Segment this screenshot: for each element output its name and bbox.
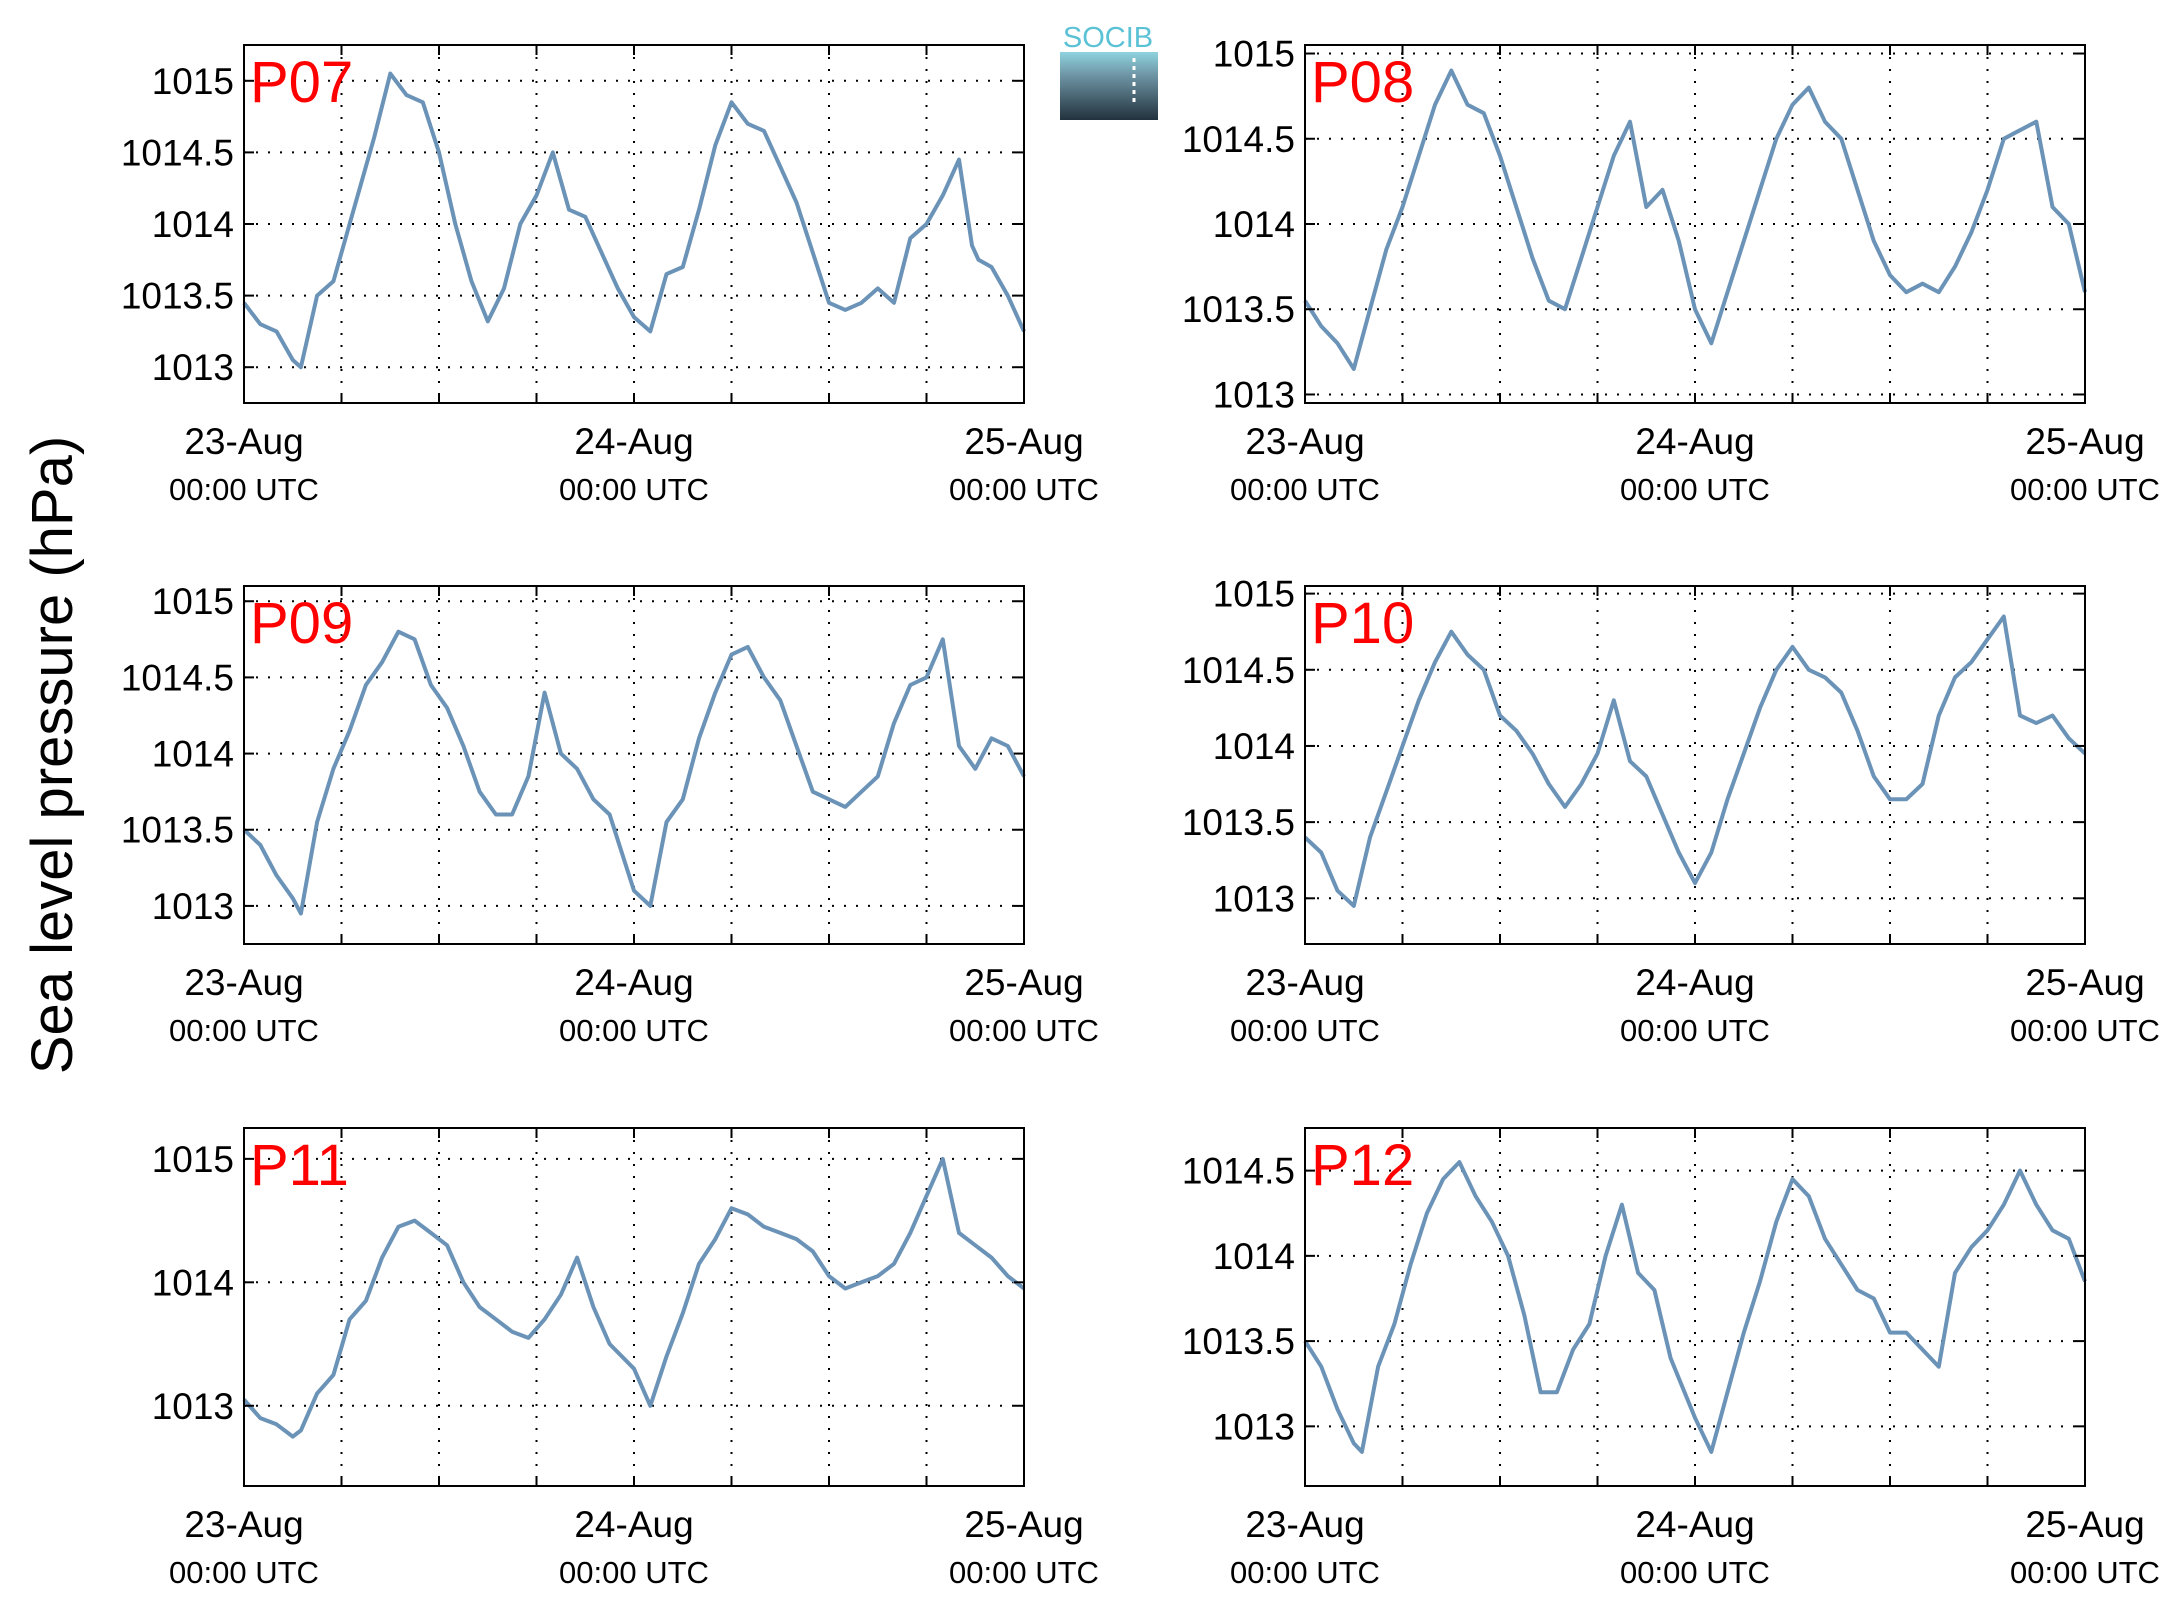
x-tick-time-label: 00:00 UTC	[1620, 472, 1770, 507]
panel-label: P07	[250, 50, 353, 115]
x-tick-date-label: 23-Aug	[1245, 421, 1364, 462]
y-tick-label: 1013	[152, 886, 234, 927]
x-tick-date-label: 25-Aug	[2025, 962, 2144, 1003]
y-tick-label: 1013.5	[1182, 802, 1295, 843]
x-tick-date-label: 24-Aug	[574, 962, 693, 1003]
y-axis-label: Sea level pressure (hPa)	[20, 436, 85, 1074]
x-tick-date-label: 24-Aug	[1635, 962, 1754, 1003]
x-tick-time-label: 00:00 UTC	[2010, 472, 2160, 507]
x-tick-date-label: 23-Aug	[184, 421, 303, 462]
y-tick-label: 1014.5	[121, 657, 234, 698]
panel-p12: 1013 1013.5 1014 1014.5 23-Aug 00:00 UTC 24-Au…	[1182, 1127, 2160, 1590]
x-tick-date-label: 23-Aug	[184, 1504, 303, 1545]
series-line	[1303, 68, 2087, 371]
y-tick-label: 1015	[152, 581, 234, 622]
x-tick-time-label: 00:00 UTC	[2010, 1555, 2160, 1590]
y-tick-label: 1013.5	[121, 276, 234, 317]
x-tick-time-label: 00:00 UTC	[559, 472, 709, 507]
y-tick-label: 1015	[1213, 34, 1295, 75]
panel-label: P12	[1311, 1133, 1414, 1198]
y-tick-label: 1014.5	[121, 132, 234, 173]
panels: 1013 1013.5 1014 1014.5 1015 23-Aug 00:00 UTC 2…	[121, 34, 2160, 1590]
panel-label: P08	[1311, 50, 1414, 115]
y-tick-label: 1014	[1213, 204, 1295, 245]
panel-label: P11	[250, 1133, 349, 1198]
panel-p10: 1013 1013.5 1014 1014.5 1015 23-Aug 00:00 UTC 2…	[1182, 574, 2160, 1048]
x-tick-time-label: 00:00 UTC	[949, 472, 1099, 507]
x-tick-time-label: 00:00 UTC	[1620, 1013, 1770, 1048]
logo-block	[1060, 52, 1158, 120]
x-tick-time-label: 00:00 UTC	[949, 1013, 1099, 1048]
panel-label: P09	[250, 591, 353, 656]
x-tick-time-label: 00:00 UTC	[949, 1555, 1099, 1590]
x-tick-date-label: 23-Aug	[1245, 962, 1364, 1003]
y-tick-label: 1013	[1213, 1406, 1295, 1447]
x-tick-date-label: 25-Aug	[2025, 1504, 2144, 1545]
x-tick-time-label: 00:00 UTC	[1230, 472, 1380, 507]
series-line	[242, 71, 1026, 370]
x-tick-time-label: 00:00 UTC	[169, 1013, 319, 1048]
x-tick-time-label: 00:00 UTC	[169, 472, 319, 507]
y-tick-label: 1014	[152, 734, 234, 775]
series-line	[1303, 614, 2087, 908]
panel-label: P10	[1311, 591, 1414, 656]
x-tick-time-label: 00:00 UTC	[2010, 1013, 2160, 1048]
y-tick-label: 1014	[1213, 1236, 1295, 1277]
x-tick-time-label: 00:00 UTC	[169, 1555, 319, 1590]
y-tick-label: 1013	[152, 1386, 234, 1427]
y-tick-label: 1013.5	[1182, 289, 1295, 330]
series-line	[242, 1156, 1026, 1439]
y-tick-label: 1014	[1213, 726, 1295, 767]
x-tick-date-label: 24-Aug	[574, 421, 693, 462]
x-tick-date-label: 25-Aug	[2025, 421, 2144, 462]
x-tick-date-label: 25-Aug	[964, 421, 1083, 462]
x-tick-date-label: 23-Aug	[184, 962, 303, 1003]
x-tick-date-label: 23-Aug	[1245, 1504, 1364, 1545]
logo-text: SOCIB	[1063, 22, 1153, 54]
series-line	[242, 629, 1026, 916]
y-tick-label: 1013	[1213, 878, 1295, 919]
x-tick-date-label: 24-Aug	[1635, 421, 1754, 462]
x-tick-date-label: 25-Aug	[964, 1504, 1083, 1545]
panel-p11: 1013 1014 1015 23-Aug 00:00 UTC 24-Aug 00:00 U…	[152, 1127, 1099, 1590]
y-tick-label: 1014.5	[1182, 1151, 1295, 1192]
series-line	[1303, 1160, 2087, 1454]
y-tick-label: 1014	[152, 204, 234, 245]
panel-p07: 1013 1013.5 1014 1014.5 1015 23-Aug 00:00 UTC 2…	[121, 44, 1099, 507]
y-tick-label: 1015	[1213, 574, 1295, 615]
y-tick-label: 1014	[152, 1262, 234, 1303]
x-tick-time-label: 00:00 UTC	[1230, 1555, 1380, 1590]
y-tick-label: 1014.5	[1182, 650, 1295, 691]
y-tick-label: 1013	[152, 347, 234, 388]
panel-p09: 1013 1013.5 1014 1014.5 1015 23-Aug 00:00 UTC 2…	[121, 581, 1099, 1048]
y-tick-label: 1013.5	[121, 810, 234, 851]
x-tick-date-label: 24-Aug	[574, 1504, 693, 1545]
y-tick-label: 1013	[1213, 374, 1295, 415]
x-tick-time-label: 00:00 UTC	[1230, 1013, 1380, 1048]
y-tick-label: 1015	[152, 1139, 234, 1180]
x-tick-time-label: 00:00 UTC	[1620, 1555, 1770, 1590]
y-tick-label: 1014.5	[1182, 119, 1295, 160]
y-tick-label: 1013.5	[1182, 1321, 1295, 1362]
x-tick-date-label: 24-Aug	[1635, 1504, 1754, 1545]
socib-logo: SOCIB	[1060, 22, 1158, 120]
x-tick-time-label: 00:00 UTC	[559, 1555, 709, 1590]
y-tick-label: 1015	[152, 61, 234, 102]
x-tick-time-label: 00:00 UTC	[559, 1013, 709, 1048]
panel-p08: 1013 1013.5 1014 1014.5 1015 23-Aug 00:00 UTC 2…	[1182, 34, 2160, 507]
x-tick-date-label: 25-Aug	[964, 962, 1083, 1003]
